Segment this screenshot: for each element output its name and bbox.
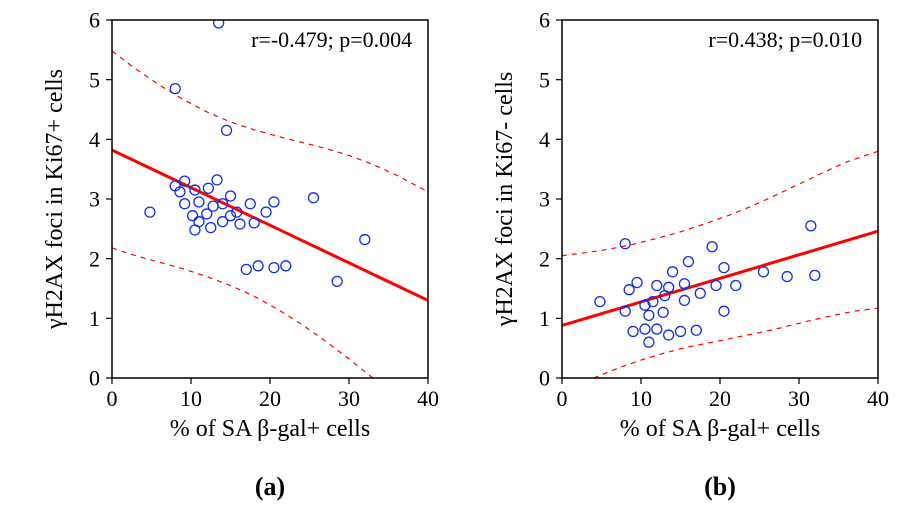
- figure-container: 0102030400123456% of SA β-gal+ cellsγH2A…: [0, 0, 907, 518]
- y-tick-label: 4: [89, 127, 100, 152]
- y-tick-label: 3: [539, 187, 550, 212]
- scatter-plot-a: 0 10 20 30 40 0 1 2 3 4 5 6 % of SA β-gal+ cells γH2A…: [40, 10, 440, 450]
- y-axis-label: γH2AX foci in Ki67+ cells: [42, 69, 68, 330]
- x-tick-label: 40: [417, 386, 439, 411]
- panel-b: 0 10 20 30 40 0 1 2 3 4 5 6 % of SA β-gal+ cells γH2A…: [490, 10, 890, 450]
- y-tick-label: 6: [89, 10, 100, 33]
- panel-sublabel-b: (b): [690, 472, 750, 502]
- y-axis-label: γH2AX foci in Ki67- cells: [492, 72, 518, 328]
- panel-a: 0 10 20 30 40 0 1 2 3 4 5 6 % of SA β-gal+ cells γH2A…: [40, 10, 440, 450]
- x-tick-label: 20: [259, 386, 281, 411]
- x-tick-label: 40: [867, 386, 889, 411]
- y-tick-label: 2: [539, 246, 550, 271]
- y-tick-label: 6: [539, 10, 550, 33]
- x-tick-label: 0: [557, 386, 568, 411]
- y-tick-label: 1: [539, 306, 550, 331]
- x-tick-label: 10: [630, 386, 652, 411]
- x-tick-label: 30: [788, 386, 810, 411]
- y-tick-label: 5: [539, 67, 550, 92]
- correlation-annotation: r=0.438; p=0.010: [708, 27, 862, 52]
- correlation-annotation: r=-0.479; p=0.004: [251, 27, 412, 52]
- y-tick-label: 3: [89, 187, 100, 212]
- x-axis-label: % of SA β-gal+ cells: [170, 416, 370, 442]
- y-tick-label: 4: [539, 127, 550, 152]
- x-axis-label: % of SA β-gal+ cells: [620, 416, 820, 442]
- scatter-plot-b: 0 10 20 30 40 0 1 2 3 4 5 6 % of SA β-gal+ cells γH2A…: [490, 10, 890, 450]
- panel-sublabel-a: (a): [240, 472, 300, 502]
- y-tick-label: 1: [89, 306, 100, 331]
- y-tick-label: 5: [89, 67, 100, 92]
- y-tick-label: 0: [539, 366, 550, 391]
- x-tick-label: 30: [338, 386, 360, 411]
- x-tick-label: 0: [107, 386, 118, 411]
- x-tick-label: 20: [709, 386, 731, 411]
- y-tick-label: 0: [89, 366, 100, 391]
- x-tick-label: 10: [180, 386, 202, 411]
- y-tick-label: 2: [89, 246, 100, 271]
